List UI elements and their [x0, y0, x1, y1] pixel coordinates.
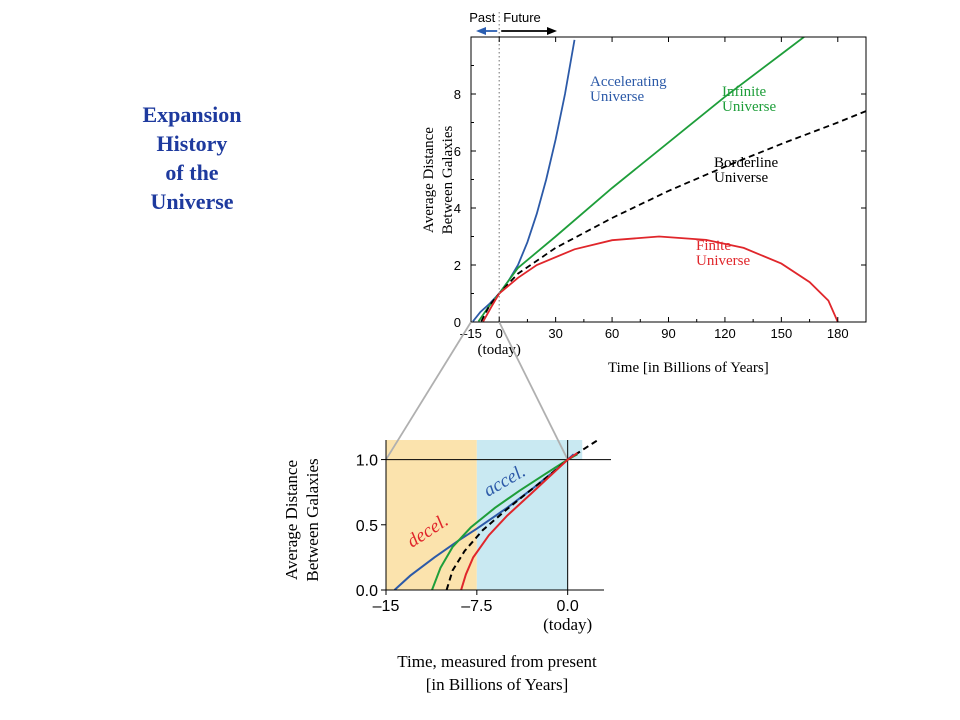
title-line: History — [156, 131, 228, 156]
x-tick-label: 60 — [605, 326, 619, 341]
y-tick-label: 8 — [454, 87, 461, 102]
past-label: Past — [469, 10, 495, 25]
x-tick-label: –15 — [373, 598, 400, 615]
x-tick-label: –7.5 — [461, 598, 492, 615]
title-line: Universe — [150, 189, 234, 214]
series-label: Universe — [722, 99, 776, 115]
y-axis-label: Between Galaxies — [303, 458, 322, 581]
y-tick-label: 0 — [454, 315, 461, 330]
series-label: Finite — [696, 238, 731, 254]
x-axis-label: Time, measured from present — [397, 652, 597, 671]
x-tick-label: 0 — [496, 326, 503, 341]
y-tick-label: 1.0 — [356, 453, 378, 470]
page-title: Expansion History of the Universe — [112, 100, 272, 216]
x-tick-label: 120 — [714, 326, 736, 341]
x-tick-label: 90 — [661, 326, 675, 341]
series-label: Accelerating — [590, 74, 667, 90]
series-line-infinite — [431, 453, 578, 590]
y-axis-label: Between Galaxies — [440, 125, 456, 234]
x-axis-label: [in Billions of Years] — [426, 675, 569, 694]
zoom-guide-left — [385, 321, 472, 461]
y-tick-label: 2 — [454, 258, 461, 273]
zone-accel — [476, 440, 583, 590]
series-line-accelerating — [472, 39, 576, 322]
x-tick-label: 180 — [827, 326, 849, 341]
y-axis-label: Average Distance — [282, 460, 301, 580]
series-label: Universe — [590, 89, 644, 105]
y-axis-label: Average Distance — [421, 127, 437, 233]
future-region — [567, 459, 604, 590]
future-arrowhead — [547, 27, 557, 35]
top-chart-series — [472, 37, 866, 322]
y-tick-label: 0.5 — [356, 518, 378, 535]
series-label: Borderline — [714, 155, 778, 171]
title-line: of the — [165, 160, 219, 185]
bottom-chart-series — [393, 440, 600, 590]
series-label: Universe — [696, 253, 750, 269]
today-label: (today) — [543, 615, 592, 634]
series-line-finite — [460, 452, 578, 590]
zone-decel — [386, 440, 477, 590]
zoom-guide-right — [498, 321, 569, 460]
x-tick-label: 0.0 — [557, 598, 579, 615]
series-label: Infinite — [722, 84, 766, 100]
y-tick-label: 0.0 — [356, 583, 378, 600]
past-arrowhead — [476, 27, 486, 35]
title-line: Expansion — [142, 102, 242, 127]
y-tick-label: 4 — [454, 201, 461, 216]
series-label: Universe — [714, 170, 768, 186]
x-tick-label: 30 — [548, 326, 562, 341]
today-label: (today) — [478, 342, 521, 358]
series-line-borderline — [480, 110, 866, 322]
y-tick-label: 6 — [454, 144, 461, 159]
series-line-finite — [482, 235, 839, 322]
x-axis-label: Time [in Billions of Years] — [608, 360, 769, 376]
x-tick-label: 150 — [771, 326, 793, 341]
future-label: Future — [503, 10, 541, 25]
